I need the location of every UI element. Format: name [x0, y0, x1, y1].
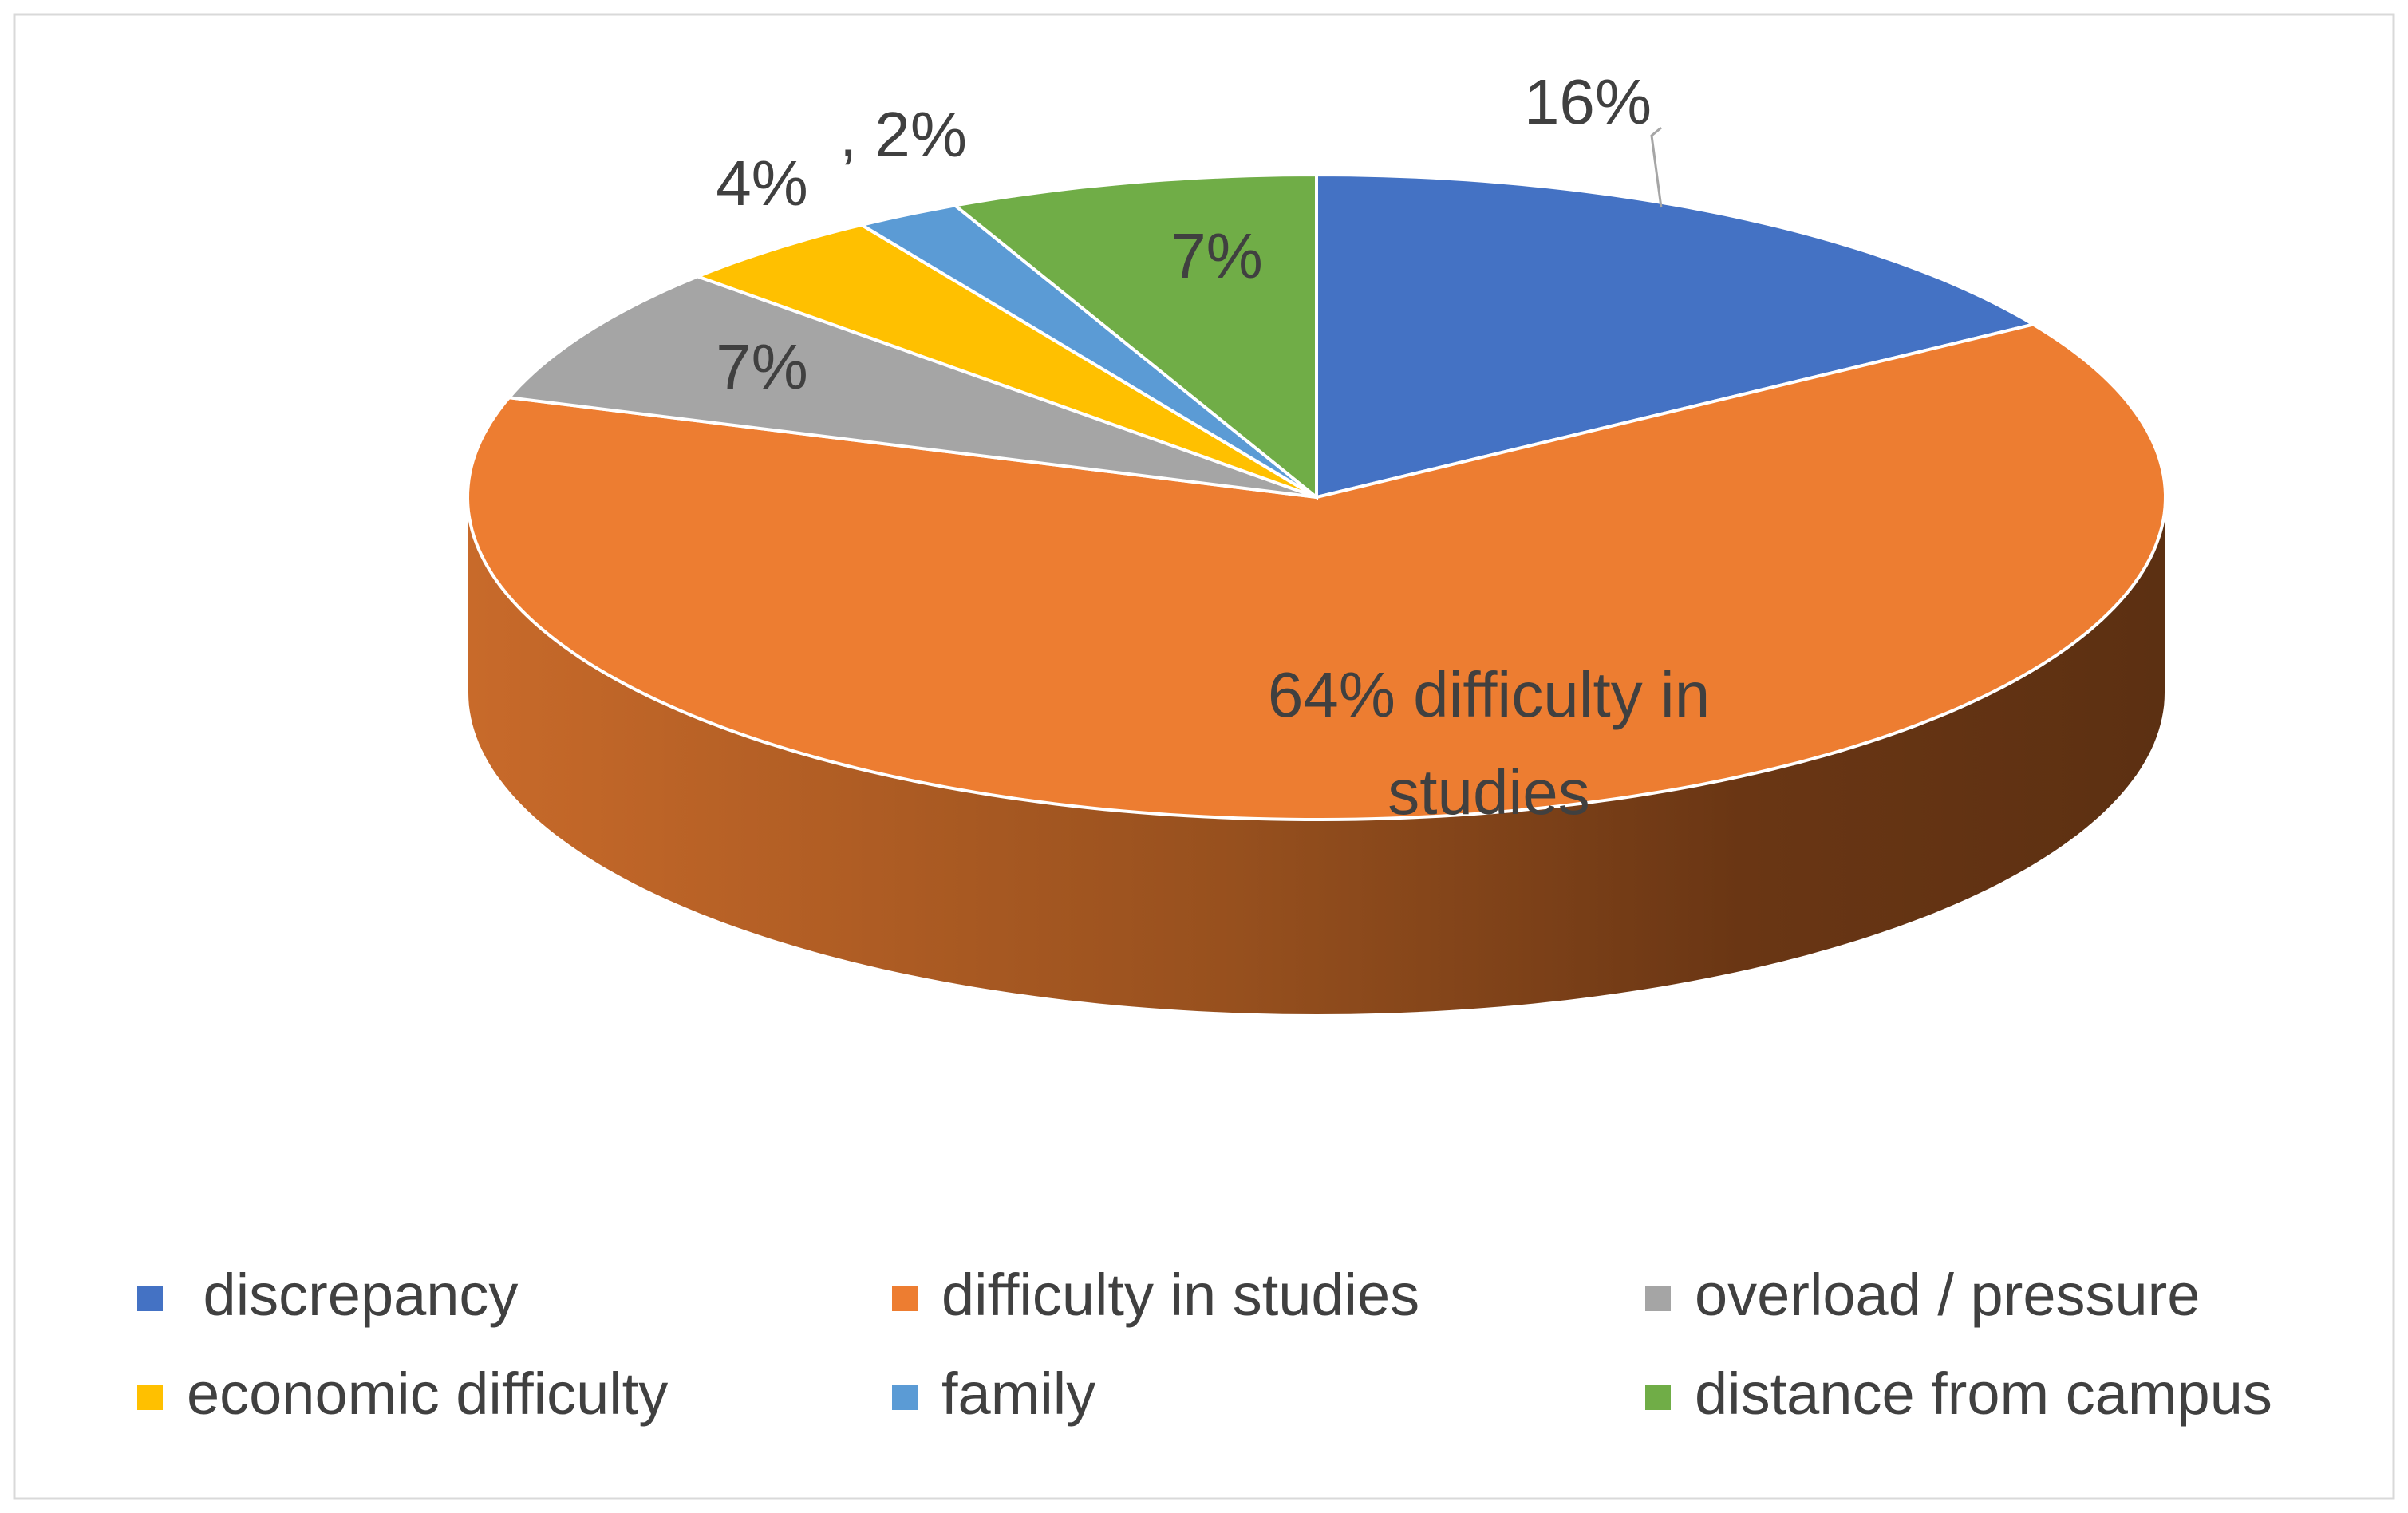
- data-label: 64% difficulty in: [1268, 659, 1710, 730]
- chart-legend: discrepancy difficulty in studies overload…: [137, 1262, 2272, 1427]
- data-label: 4%: [716, 148, 808, 219]
- legend-swatch: [137, 1385, 163, 1410]
- data-label: 7%: [716, 331, 808, 402]
- pie-slices: [465, 172, 2168, 821]
- legend-swatch: [892, 1286, 918, 1311]
- pie-slice-economic-difficulty: [693, 223, 1318, 499]
- pie-data-labels: 16% 64% difficulty in studies 7% 4% , 2% 7%: [716, 66, 1710, 828]
- legend-swatch: [137, 1286, 163, 1311]
- legend-label: economic difficulty: [187, 1361, 668, 1427]
- legend-label: overload / pressure: [1695, 1262, 2200, 1328]
- data-label: 16%: [1524, 66, 1652, 137]
- pie-slice-family: [857, 203, 1318, 499]
- legend-label: difficulty in studies: [941, 1262, 1419, 1328]
- pie-slice-overload-pressure: [506, 275, 1317, 499]
- legend-label: discrepancy: [187, 1262, 518, 1328]
- leader-line: [1650, 126, 1663, 208]
- legend-label: distance from campus: [1695, 1361, 2272, 1427]
- data-label: studies: [1388, 756, 1589, 828]
- pie-slice-distance-from-campus: [951, 172, 1318, 501]
- pie-slice-difficulty-in-studies: [465, 322, 2168, 821]
- legend-swatch: [892, 1385, 918, 1410]
- legend-swatch: [1645, 1286, 1671, 1311]
- legend-swatch: [1645, 1385, 1671, 1410]
- legend-label: family: [941, 1361, 1095, 1427]
- pie-slice-discrepancy: [1315, 172, 2038, 500]
- data-label: , 2%: [839, 99, 967, 170]
- data-label: 7%: [1170, 220, 1263, 291]
